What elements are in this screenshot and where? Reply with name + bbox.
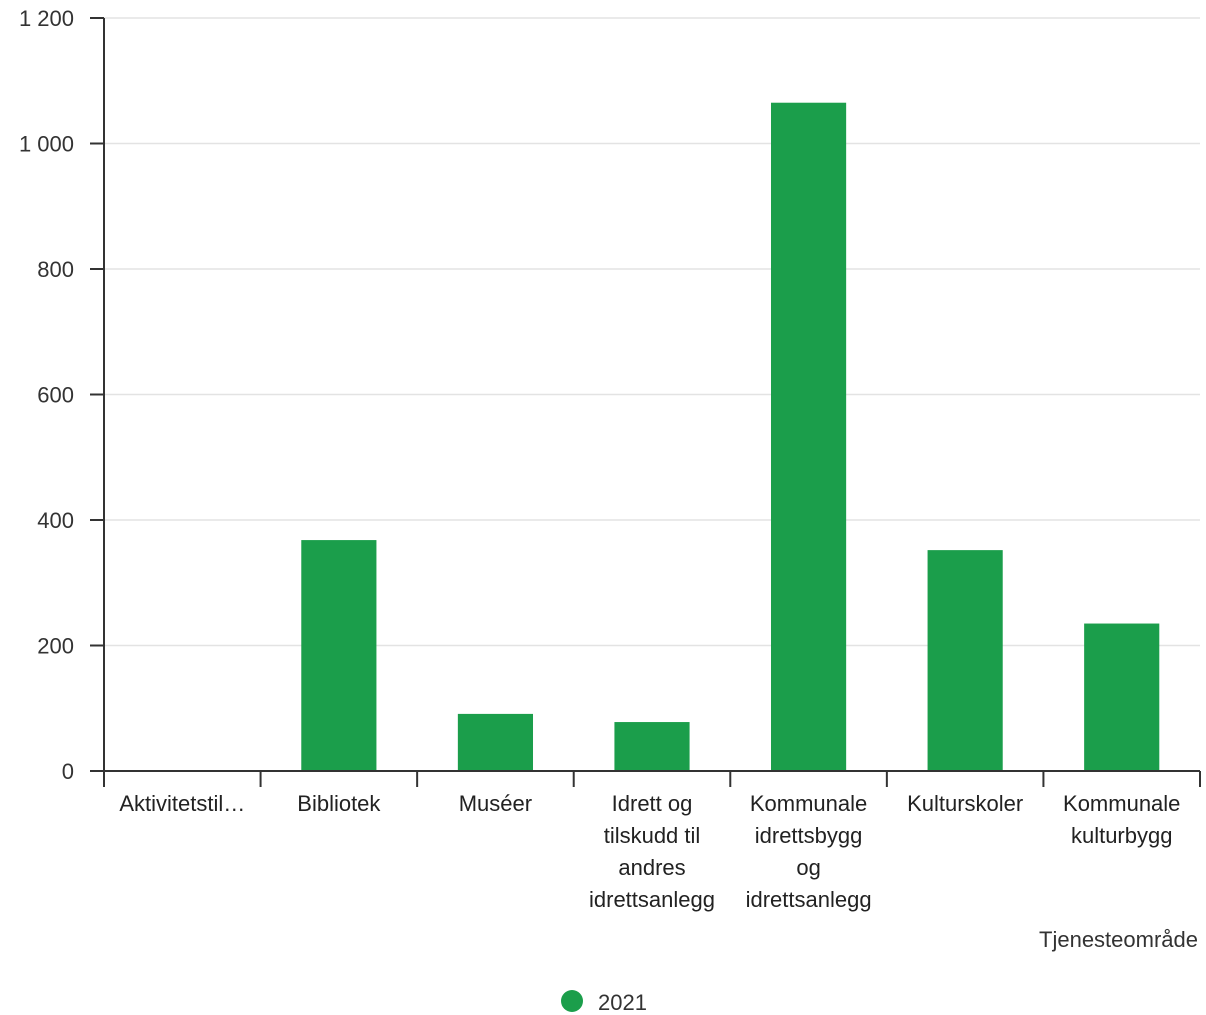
bar-2[interactable] [301,540,377,771]
x-tick-label: Kommunale kulturbygg [1063,791,1180,848]
x-tick-label: Kommunale idrettsbygg og idrettsanlegg [746,791,872,912]
y-tick-label: 400 [37,508,74,533]
legend-marker-2021 [561,990,583,1012]
bar-6[interactable] [927,550,1003,771]
y-tick-label: 800 [37,257,74,282]
bar-7[interactable] [1084,623,1160,771]
legend[interactable]: 2021 [561,990,647,1015]
y-tick-label: 1 200 [19,6,74,31]
y-tick-label: 1 000 [19,132,74,157]
x-tick-label: Muséer [459,791,532,816]
bar-3[interactable] [457,713,534,771]
x-axis-title: Tjenesteområde [1039,927,1198,952]
x-tick-label: Aktivitetstil… [119,791,245,816]
y-tick-label: 200 [37,634,74,659]
legend-label-2021: 2021 [598,990,647,1015]
bar-4[interactable] [614,722,690,771]
gridlines [104,17,1200,647]
bar-5[interactable] [770,102,847,771]
y-tick-label: 0 [62,759,74,784]
y-axis-ticks: 0 200 400 600 800 1 000 1 200 [19,6,104,784]
bars [301,102,1160,771]
x-tick-label: Bibliotek [297,791,381,816]
y-tick-label: 600 [37,383,74,408]
x-tick-label: Kulturskoler [907,791,1023,816]
x-axis-ticks: Aktivitetstil… Bibliotek Muséer Idrett og ti… [103,771,1201,912]
x-tick-label: Idrett og tilskudd til andres idrettsanlegg [589,791,715,912]
